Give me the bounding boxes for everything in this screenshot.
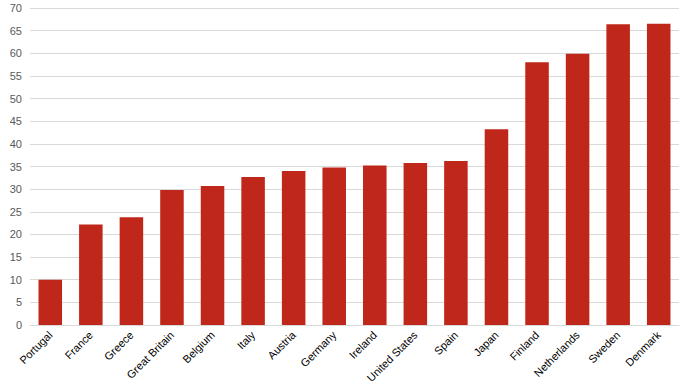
svg-text:Finland: Finland	[507, 329, 541, 363]
svg-text:30: 30	[10, 183, 22, 195]
svg-text:Italy: Italy	[235, 328, 258, 351]
svg-text:Japan: Japan	[471, 329, 501, 359]
svg-text:20: 20	[10, 228, 22, 240]
svg-text:55: 55	[10, 70, 22, 82]
svg-text:60: 60	[10, 47, 22, 59]
svg-text:Sweden: Sweden	[586, 329, 623, 366]
svg-text:Belgium: Belgium	[180, 329, 217, 366]
svg-text:15: 15	[10, 251, 22, 263]
svg-text:Germany: Germany	[298, 328, 339, 369]
svg-text:Ireland: Ireland	[347, 329, 379, 361]
svg-text:25: 25	[10, 206, 22, 218]
svg-text:0: 0	[16, 319, 22, 331]
svg-text:10: 10	[10, 274, 22, 286]
svg-text:65: 65	[10, 25, 22, 37]
svg-text:United States: United States	[364, 328, 419, 383]
svg-text:40: 40	[10, 138, 22, 150]
svg-text:35: 35	[10, 161, 22, 173]
svg-text:Spain: Spain	[432, 329, 460, 357]
svg-text:70: 70	[10, 2, 22, 14]
svg-text:Great Britain: Great Britain	[124, 329, 176, 381]
svg-text:Austria: Austria	[265, 328, 298, 361]
svg-text:5: 5	[16, 296, 22, 308]
svg-text:France: France	[62, 329, 95, 362]
svg-text:45: 45	[10, 115, 22, 127]
svg-text:Denmark: Denmark	[623, 328, 663, 368]
svg-text:Portugal: Portugal	[17, 329, 54, 366]
svg-text:Netherlands: Netherlands	[531, 328, 582, 379]
svg-text:50: 50	[10, 93, 22, 105]
svg-text:Greece: Greece	[102, 329, 136, 363]
